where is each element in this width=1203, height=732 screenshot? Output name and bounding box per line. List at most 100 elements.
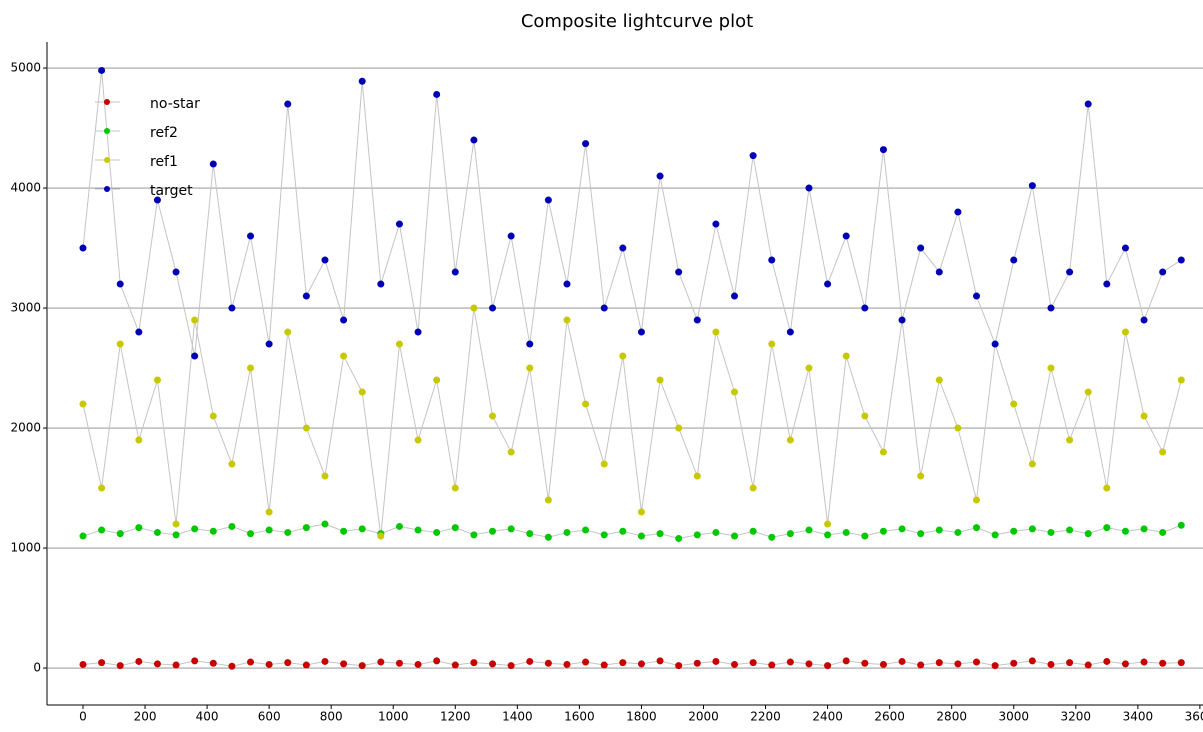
data-point <box>433 657 441 665</box>
data-point <box>879 660 887 668</box>
data-point <box>656 657 664 665</box>
legend-label: ref2 <box>150 125 178 141</box>
data-point <box>1010 400 1018 408</box>
data-point <box>1010 527 1018 535</box>
data-point <box>1047 364 1055 372</box>
data-point <box>619 244 627 252</box>
data-point <box>582 526 590 534</box>
data-point <box>1047 304 1055 312</box>
data-point <box>153 196 161 204</box>
data-point <box>917 244 925 252</box>
x-tick-label: 3000 <box>998 710 1029 724</box>
data-point <box>377 532 385 540</box>
data-point <box>712 657 720 665</box>
data-point <box>824 520 832 528</box>
data-point <box>805 364 813 372</box>
y-tick-label: 1000 <box>10 541 41 555</box>
data-point <box>1047 528 1055 536</box>
data-point <box>786 530 794 538</box>
data-point <box>973 292 981 300</box>
x-tick-label: 3400 <box>1123 710 1154 724</box>
data-point <box>451 268 459 276</box>
data-point <box>731 292 739 300</box>
data-point <box>582 140 590 148</box>
data-point <box>228 522 236 530</box>
data-point <box>898 525 906 533</box>
data-point <box>824 662 832 670</box>
x-tick-label: 0 <box>79 710 87 724</box>
data-point <box>600 304 608 312</box>
data-point <box>600 661 608 669</box>
data-point <box>879 527 887 535</box>
data-point <box>693 531 701 539</box>
y-tick-label: 0 <box>33 661 41 675</box>
data-point <box>1177 659 1185 667</box>
data-point <box>749 484 757 492</box>
x-tick-label: 200 <box>134 710 157 724</box>
data-point <box>191 316 199 324</box>
data-point <box>135 436 143 444</box>
data-point <box>489 527 497 535</box>
data-point <box>358 77 366 85</box>
data-point <box>1121 527 1129 535</box>
y-tick-label: 2000 <box>10 421 41 435</box>
data-point <box>172 268 180 276</box>
data-point <box>973 658 981 666</box>
data-point <box>153 660 161 668</box>
data-point <box>1028 460 1036 468</box>
data-point <box>1177 521 1185 529</box>
data-point <box>340 316 348 324</box>
data-point <box>79 532 87 540</box>
data-point <box>1177 376 1185 384</box>
data-point <box>1066 436 1074 444</box>
data-point <box>135 524 143 532</box>
data-point <box>284 528 292 536</box>
data-point <box>805 660 813 668</box>
data-point <box>1140 316 1148 324</box>
data-point <box>1066 526 1074 534</box>
data-point <box>153 528 161 536</box>
data-point <box>79 660 87 668</box>
data-point <box>414 526 422 534</box>
data-point <box>1047 660 1055 668</box>
data-point <box>786 436 794 444</box>
data-point <box>79 400 87 408</box>
x-tick-label: 1400 <box>502 710 533 724</box>
data-point <box>935 659 943 667</box>
data-point <box>1177 256 1185 264</box>
data-point <box>98 66 106 74</box>
data-point <box>172 520 180 528</box>
data-point <box>340 660 348 668</box>
legend-label: no-star <box>150 96 200 112</box>
data-point <box>563 660 571 668</box>
data-point <box>1066 659 1074 667</box>
data-point <box>544 496 552 504</box>
data-point <box>861 412 869 420</box>
data-point <box>619 527 627 535</box>
data-point <box>489 412 497 420</box>
data-point <box>973 496 981 504</box>
data-point <box>656 376 664 384</box>
data-point <box>768 340 776 348</box>
data-point <box>489 660 497 668</box>
data-point <box>433 90 441 98</box>
data-point <box>507 232 515 240</box>
data-point <box>954 660 962 668</box>
data-point <box>228 460 236 468</box>
data-point <box>842 528 850 536</box>
data-point <box>265 526 273 534</box>
data-point <box>116 280 124 288</box>
data-point <box>1066 268 1074 276</box>
data-point <box>414 328 422 336</box>
data-point <box>991 340 999 348</box>
data-point <box>284 328 292 336</box>
data-point <box>544 533 552 541</box>
data-point <box>302 524 310 532</box>
data-point <box>805 184 813 192</box>
x-tick-label: 3600 <box>1185 710 1203 724</box>
data-point <box>358 525 366 533</box>
x-tick-label: 1600 <box>564 710 595 724</box>
data-point <box>544 659 552 667</box>
legend-label: target <box>150 183 193 199</box>
data-point <box>451 661 459 669</box>
